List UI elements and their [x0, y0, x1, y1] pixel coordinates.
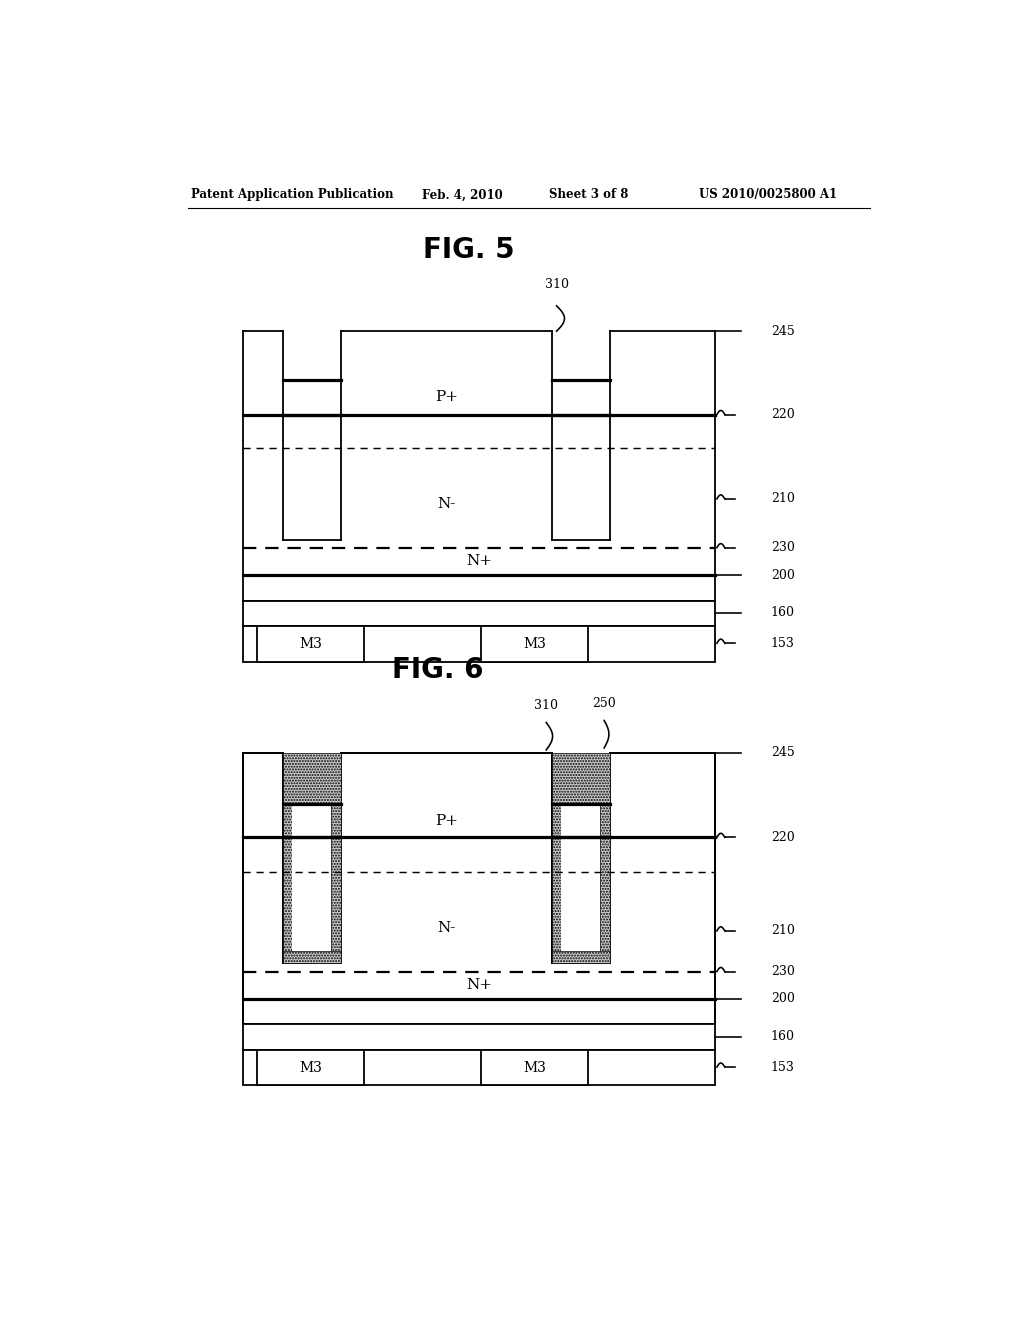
Bar [552, 752, 609, 804]
Text: N-: N- [437, 496, 456, 511]
Bar [243, 626, 715, 661]
Text: N+: N+ [466, 978, 493, 993]
Text: M3: M3 [523, 1060, 546, 1074]
Text: 230: 230 [771, 965, 795, 978]
Bar [283, 804, 292, 964]
Text: 160: 160 [771, 1030, 795, 1043]
Text: P+: P+ [435, 813, 458, 828]
Text: M3: M3 [299, 1060, 323, 1074]
Text: M3: M3 [299, 636, 323, 651]
Bar [283, 752, 341, 804]
Text: N+: N+ [466, 554, 493, 569]
Text: 245: 245 [771, 325, 795, 338]
Text: 310: 310 [545, 277, 568, 290]
Bar [561, 804, 600, 952]
Bar [257, 626, 365, 661]
Text: 210: 210 [771, 924, 795, 937]
Text: 200: 200 [771, 993, 795, 1006]
Text: 245: 245 [771, 747, 795, 759]
Text: 220: 220 [771, 830, 795, 843]
Text: Feb. 4, 2010: Feb. 4, 2010 [422, 189, 503, 202]
Text: Patent Application Publication: Patent Application Publication [191, 189, 394, 202]
Bar [257, 1049, 365, 1085]
Bar [292, 804, 331, 952]
Bar [481, 1049, 588, 1085]
Text: 153: 153 [771, 1060, 795, 1073]
Text: FIG. 6: FIG. 6 [392, 656, 483, 684]
Text: Sheet 3 of 8: Sheet 3 of 8 [549, 189, 628, 202]
Text: 220: 220 [771, 408, 795, 421]
Text: FIG. 5: FIG. 5 [424, 236, 515, 264]
Bar [243, 601, 715, 626]
Text: 310: 310 [535, 700, 558, 713]
Text: 160: 160 [771, 606, 795, 619]
Text: 210: 210 [771, 492, 795, 506]
Text: 250: 250 [592, 697, 616, 710]
Bar [283, 952, 341, 964]
Text: M3: M3 [523, 636, 546, 651]
Text: 230: 230 [771, 541, 795, 554]
Text: US 2010/0025800 A1: US 2010/0025800 A1 [699, 189, 838, 202]
Bar [552, 804, 561, 964]
Bar [600, 804, 609, 964]
Bar [243, 1049, 715, 1085]
Bar [481, 626, 588, 661]
Text: 200: 200 [771, 569, 795, 582]
Text: N-: N- [437, 921, 456, 935]
Bar [331, 804, 341, 964]
Bar [243, 1024, 715, 1049]
Text: 153: 153 [771, 636, 795, 649]
Bar [552, 952, 609, 964]
Text: P+: P+ [435, 391, 458, 404]
